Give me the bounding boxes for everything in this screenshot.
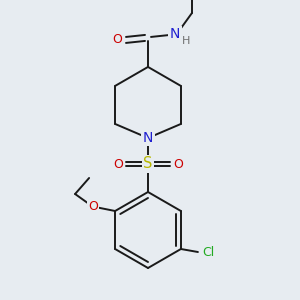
Text: O: O	[113, 158, 123, 170]
Text: N: N	[143, 131, 153, 145]
Text: S: S	[143, 157, 153, 172]
Text: Cl: Cl	[202, 247, 214, 260]
Text: O: O	[173, 158, 183, 170]
Text: O: O	[112, 33, 122, 46]
Text: H: H	[182, 36, 190, 46]
Text: N: N	[170, 27, 180, 41]
Text: O: O	[88, 200, 98, 212]
